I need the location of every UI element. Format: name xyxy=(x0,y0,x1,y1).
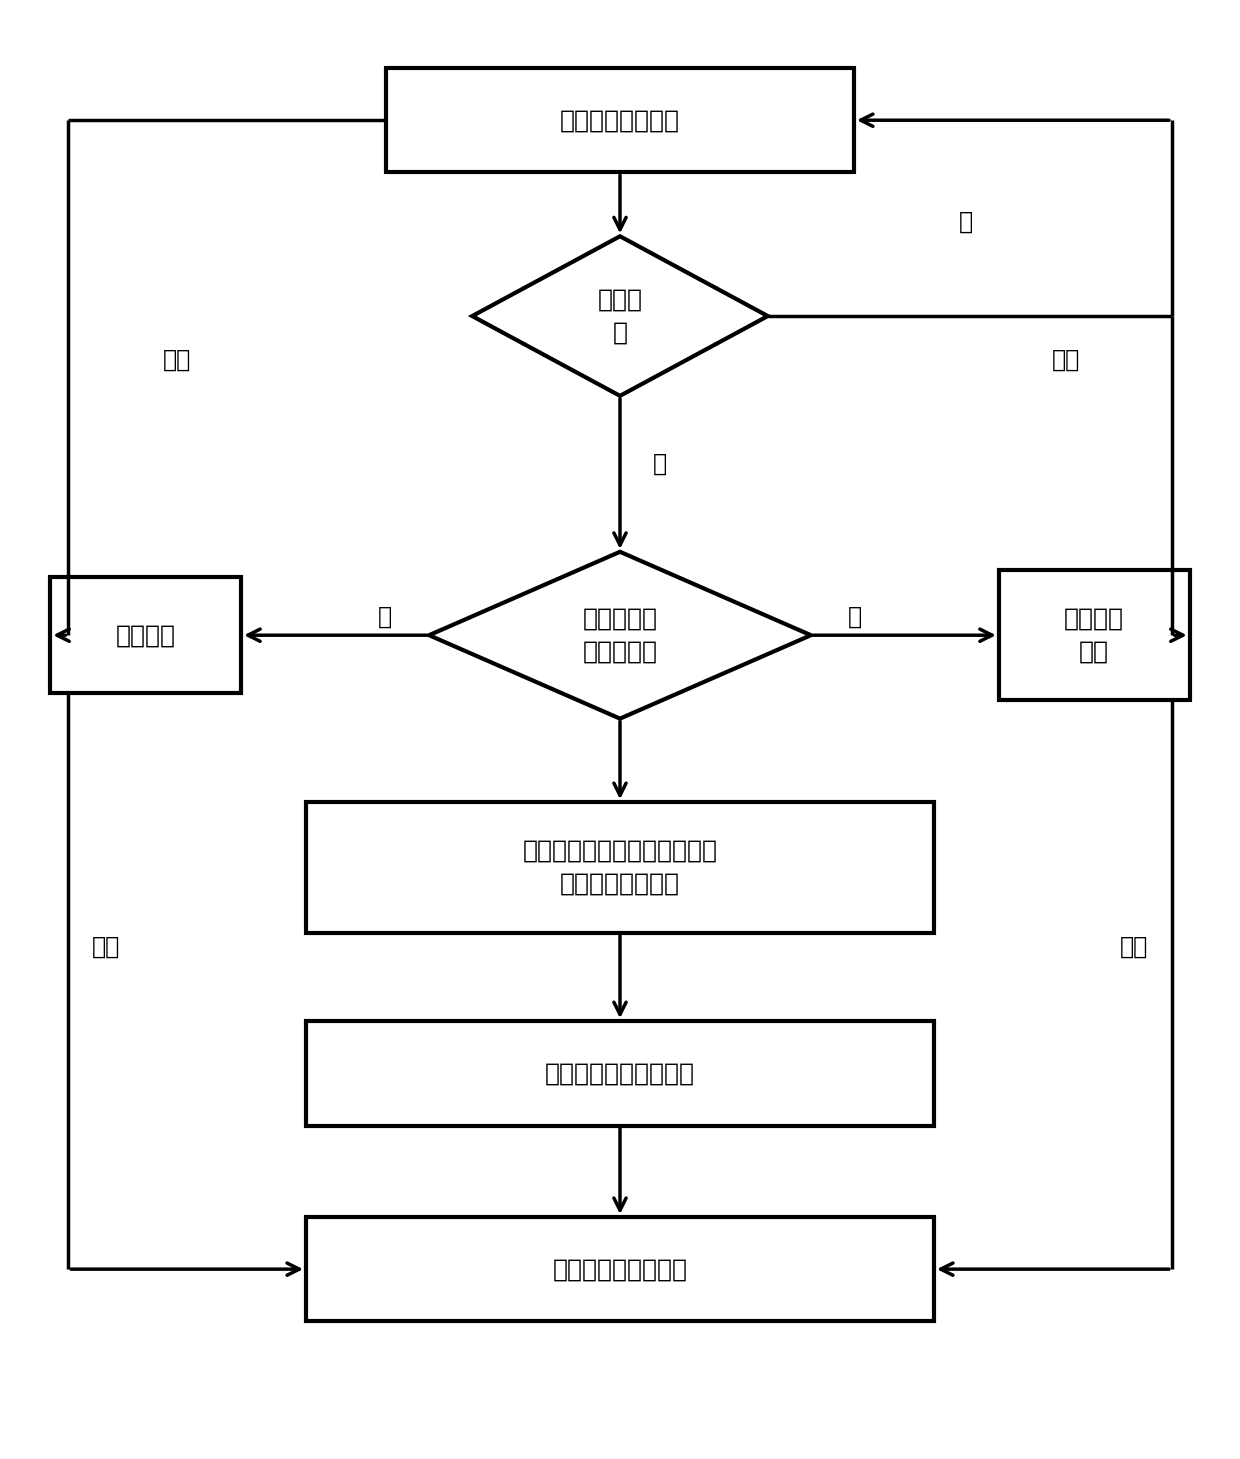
FancyBboxPatch shape xyxy=(386,69,854,172)
Text: 车辆隧道
模型: 车辆隧道 模型 xyxy=(1064,607,1125,664)
Text: 更新: 更新 xyxy=(1120,935,1148,959)
FancyBboxPatch shape xyxy=(998,570,1189,700)
Text: 隧道判
断: 隧道判 断 xyxy=(598,287,642,344)
Text: 是否第一次
通过该隧道: 是否第一次 通过该隧道 xyxy=(583,607,657,664)
Text: 是: 是 xyxy=(653,452,667,476)
Text: 否: 否 xyxy=(959,210,973,233)
Text: 曲线拟合、模型建立: 曲线拟合、模型建立 xyxy=(553,1258,687,1281)
Text: 下发: 下发 xyxy=(162,347,191,372)
Text: 异常值剔除、均值滤波: 异常值剔除、均值滤波 xyxy=(546,1061,694,1085)
FancyBboxPatch shape xyxy=(51,578,242,693)
FancyBboxPatch shape xyxy=(306,1217,934,1322)
Polygon shape xyxy=(472,236,768,395)
Polygon shape xyxy=(429,552,811,719)
FancyBboxPatch shape xyxy=(306,802,934,932)
Text: 下发: 下发 xyxy=(1052,347,1080,372)
Text: 隧道模型: 隧道模型 xyxy=(115,623,176,648)
FancyBboxPatch shape xyxy=(306,1021,934,1125)
Text: 设备端进惯导推算: 设备端进惯导推算 xyxy=(560,108,680,133)
Text: 采集行驶信息，车辆惯导推算
速度、行驶时间等: 采集行驶信息，车辆惯导推算 速度、行驶时间等 xyxy=(522,839,718,896)
Text: 是: 是 xyxy=(378,604,392,629)
Text: 更新: 更新 xyxy=(92,935,120,959)
Text: 否: 否 xyxy=(848,604,862,629)
